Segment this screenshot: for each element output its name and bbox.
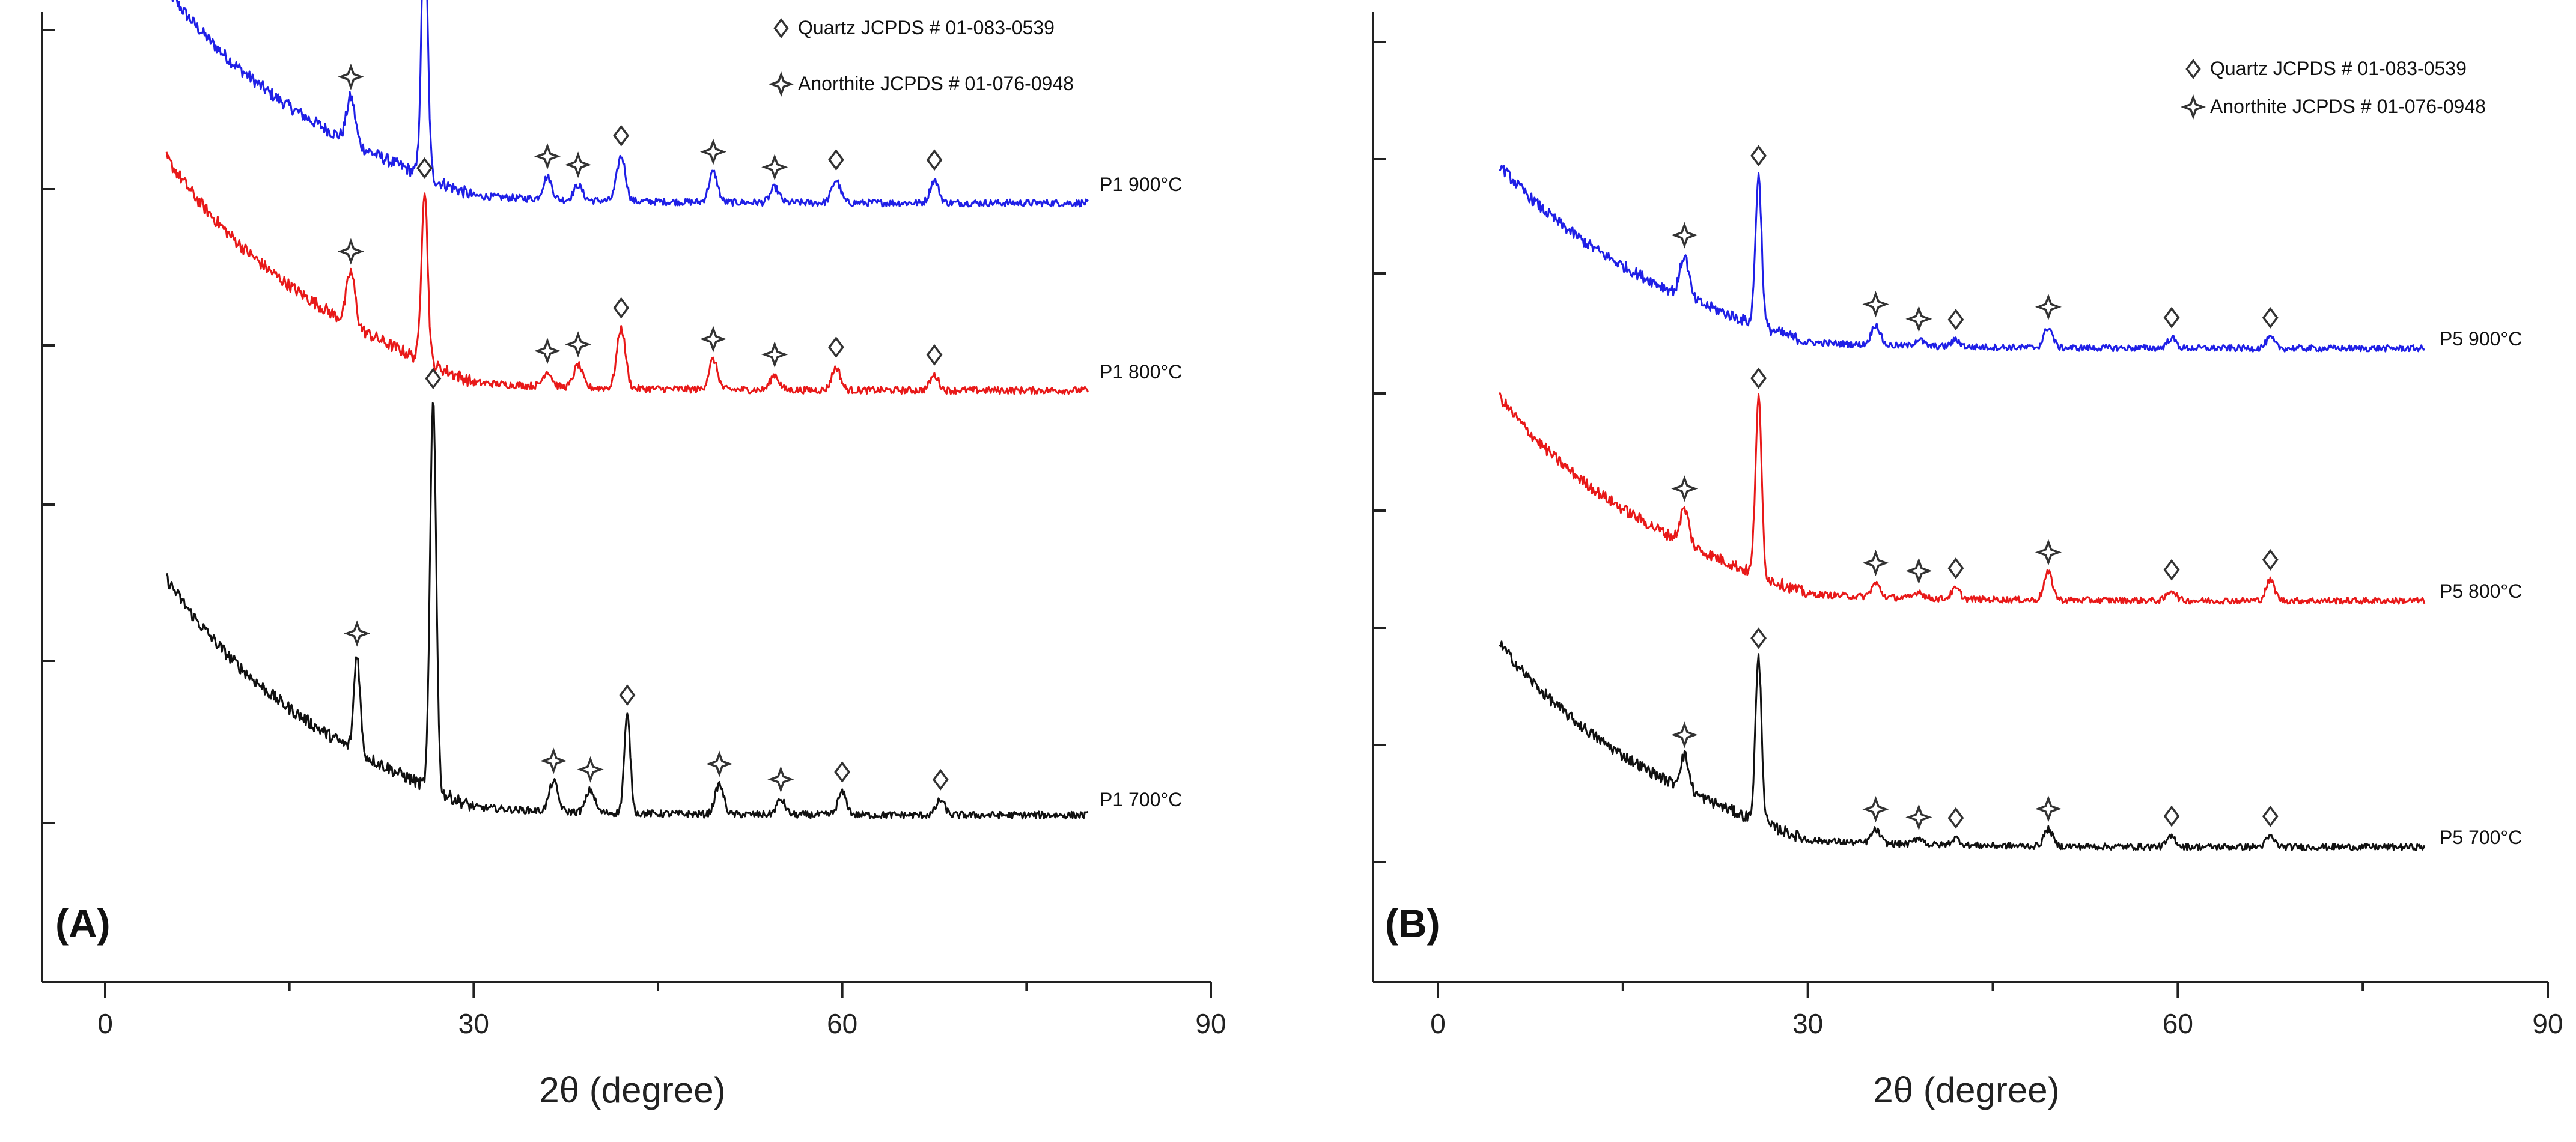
- quartz-diamond-icon: [828, 336, 844, 358]
- series-label: P1 900°C: [1100, 174, 1182, 195]
- x-tick-label: 30: [458, 1008, 489, 1039]
- anorthite-star-icon: [565, 331, 592, 358]
- anorthite-star-icon: [1862, 550, 1889, 577]
- anorthite-star-icon: [2035, 795, 2062, 822]
- quartz-diamond-icon: [2163, 559, 2180, 581]
- anorthite-star-icon: [699, 326, 727, 353]
- x-tick-label: 0: [97, 1008, 113, 1039]
- anorthite-star-icon: [699, 138, 727, 165]
- anorthite-star-icon: [344, 620, 371, 647]
- anorthite-star-icon: [1671, 721, 1698, 749]
- anorthite-star-icon: [565, 151, 592, 178]
- quartz-diamond-icon: [1750, 627, 1767, 649]
- anorthite-star-icon: [534, 338, 561, 365]
- anorthite-star-icon: [1905, 305, 1932, 333]
- legend-star-icon: [2180, 94, 2206, 120]
- xrd-trace-line: [171, 0, 1089, 208]
- legend-diamond-icon: [2185, 59, 2201, 79]
- quartz-diamond-icon: [2262, 805, 2279, 827]
- legend-label: Quartz JCPDS # 01-083-0539: [2210, 58, 2467, 79]
- panel-a: 0 30 60 90 2θ (degree) (A) Quartz JCPDS # 01-0…: [41, 0, 1226, 1110]
- anorthite-star-icon: [1905, 804, 1932, 831]
- panel-label: (A): [55, 901, 111, 946]
- quartz-diamond-icon: [1947, 557, 1964, 579]
- quartz-diamond-icon: [926, 344, 943, 366]
- legend-diamond-icon: [773, 18, 789, 38]
- quartz-diamond-icon: [425, 368, 442, 390]
- legend-label: Anorthite JCPDS # 01-076-0948: [798, 73, 1074, 94]
- x-tick-label: 30: [1792, 1008, 1823, 1039]
- x-axis-label: 2θ (degree): [1873, 1070, 2059, 1110]
- quartz-diamond-icon: [828, 149, 844, 171]
- quartz-diamond-icon: [613, 124, 630, 147]
- legend-star-icon: [768, 71, 794, 97]
- quartz-diamond-icon: [926, 149, 943, 171]
- anorthite-star-icon: [1862, 796, 1889, 823]
- anorthite-star-icon: [706, 750, 733, 777]
- anorthite-star-icon: [761, 341, 788, 368]
- xrd-trace-line: [165, 151, 1089, 395]
- quartz-diamond-icon: [834, 761, 851, 783]
- x-tick-label: 90: [1195, 1008, 1226, 1039]
- panel-label: (B): [1385, 901, 1440, 946]
- anorthite-star-icon: [534, 143, 561, 170]
- quartz-diamond-icon: [932, 768, 949, 791]
- series-label: P1 700°C: [1100, 789, 1182, 810]
- series-label: P5 900°C: [2440, 328, 2522, 350]
- anorthite-star-icon: [577, 756, 604, 783]
- anorthite-star-icon: [2035, 293, 2062, 320]
- quartz-diamond-icon: [416, 157, 433, 179]
- xrd-trace-line: [1499, 392, 2426, 605]
- anorthite-star-icon: [337, 238, 364, 265]
- quartz-diamond-icon: [619, 684, 636, 706]
- anorthite-star-icon: [337, 63, 364, 90]
- anorthite-star-icon: [761, 154, 788, 181]
- series-label: P5 800°C: [2440, 580, 2522, 602]
- x-tick-label: 60: [827, 1008, 857, 1039]
- x-tick-label: 90: [2532, 1008, 2563, 1039]
- x-tick-label: 60: [2163, 1008, 2193, 1039]
- series-label: P5 700°C: [2440, 827, 2522, 848]
- legend-label: Anorthite JCPDS # 01-076-0948: [2210, 96, 2486, 117]
- anorthite-star-icon: [2035, 539, 2062, 566]
- quartz-diamond-icon: [1947, 309, 1964, 330]
- xrd-trace-line: [1499, 640, 2426, 851]
- panel-b: 0 30 60 90 2θ (degree) (B) Quartz JCPDS # 01-0…: [1372, 12, 2563, 1110]
- legend-label: Quartz JCPDS # 01-083-0539: [798, 17, 1055, 38]
- anorthite-star-icon: [767, 766, 794, 793]
- quartz-diamond-icon: [613, 297, 630, 319]
- x-axis-label: 2θ (degree): [539, 1070, 725, 1110]
- anorthite-star-icon: [1905, 557, 1932, 585]
- anorthite-star-icon: [1671, 475, 1698, 502]
- anorthite-star-icon: [540, 747, 567, 774]
- anorthite-star-icon: [1862, 291, 1889, 318]
- quartz-diamond-icon: [1750, 145, 1767, 167]
- quartz-diamond-icon: [1750, 367, 1767, 389]
- xrd-trace-line: [1499, 165, 2426, 353]
- series-label: P1 800°C: [1100, 361, 1182, 383]
- quartz-diamond-icon: [2163, 306, 2180, 329]
- quartz-diamond-icon: [2262, 306, 2279, 329]
- xrd-trace-line: [165, 402, 1089, 820]
- quartz-diamond-icon: [2262, 549, 2279, 571]
- quartz-diamond-icon: [1947, 807, 1964, 829]
- anorthite-star-icon: [1671, 222, 1698, 249]
- quartz-diamond-icon: [2163, 805, 2180, 827]
- x-tick-label: 0: [1430, 1008, 1446, 1039]
